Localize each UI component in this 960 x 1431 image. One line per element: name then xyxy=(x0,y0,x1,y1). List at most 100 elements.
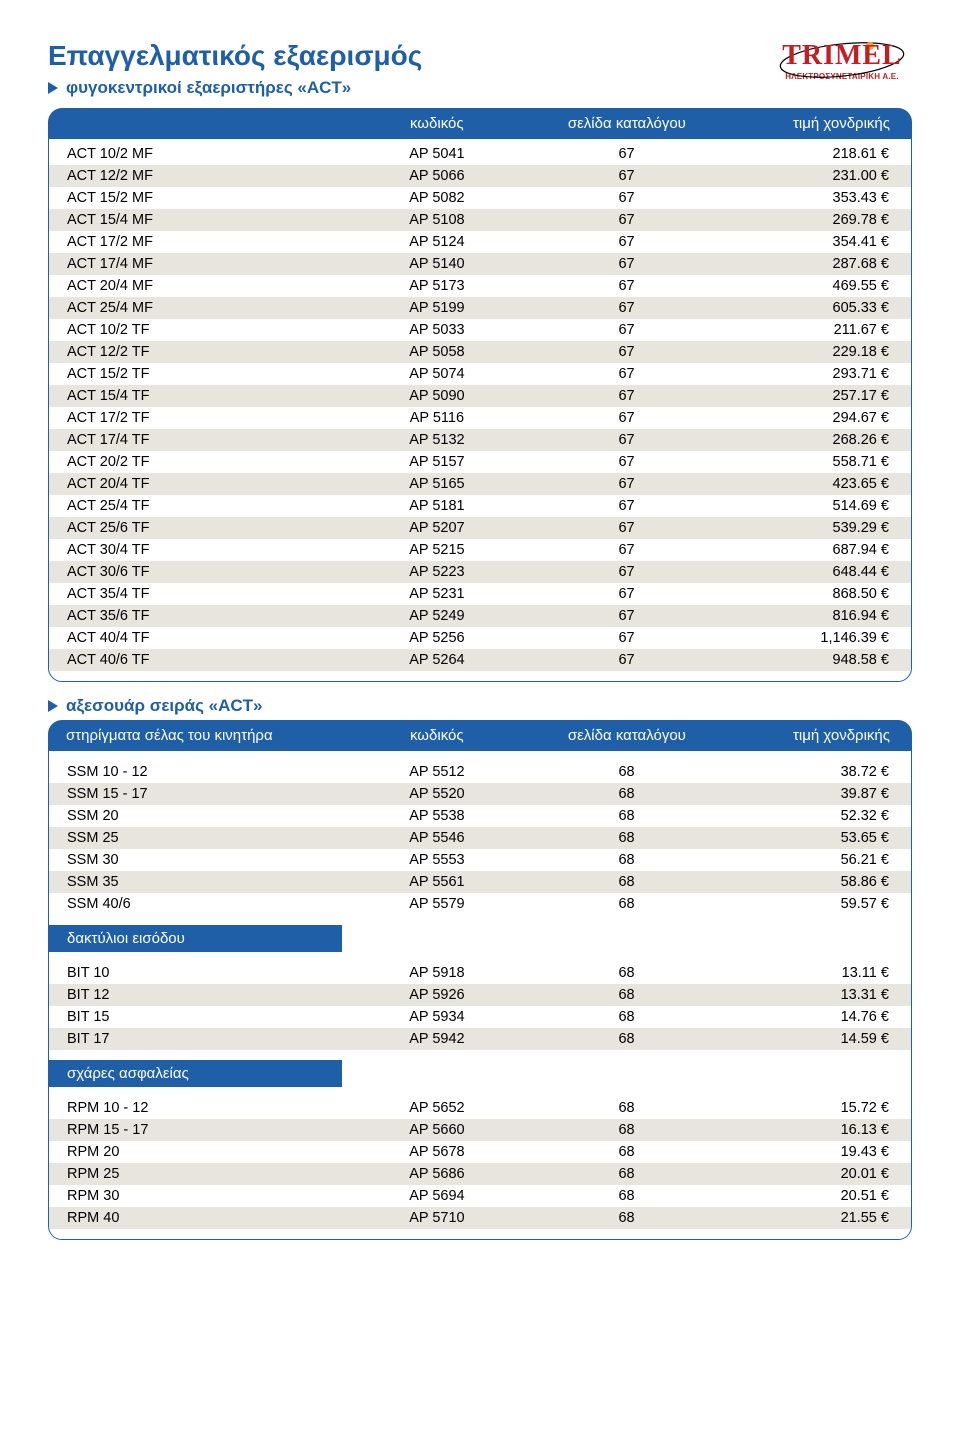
table-cell: RPM 20 xyxy=(49,1144,342,1160)
table-row: ACT 25/4 MFAP 519967605.33 € xyxy=(49,297,911,319)
table-cell: 68 xyxy=(532,808,722,824)
table-row: SSM 25AP 55466853.65 € xyxy=(49,827,911,849)
table-row: SSM 35AP 55616858.86 € xyxy=(49,871,911,893)
table-cell: BIT 15 xyxy=(49,1009,342,1025)
table-cell: 67 xyxy=(532,564,722,580)
acc-table: SSM 10 - 12AP 55126838.72 €SSM 15 - 17AP… xyxy=(48,750,912,1240)
table-cell: 67 xyxy=(532,498,722,514)
table-row: BIT 15AP 59346814.76 € xyxy=(49,1006,911,1028)
table-cell: 67 xyxy=(532,476,722,492)
table-cell: AP 5199 xyxy=(342,300,532,316)
title-block: Επαγγελματικός εξαερισμός φυγοκεντρικοί … xyxy=(48,40,772,102)
table-cell: 67 xyxy=(532,454,722,470)
subtitle-row-acc: αξεσουάρ σειράς «ACT» xyxy=(48,696,912,716)
table-cell: 67 xyxy=(532,388,722,404)
table-cell: 868.50 € xyxy=(721,586,911,602)
table-cell: AP 5033 xyxy=(342,322,532,338)
table-cell: 58.86 € xyxy=(721,874,911,890)
table-cell: SSM 25 xyxy=(49,830,342,846)
table-cell: AP 5660 xyxy=(342,1122,532,1138)
table-cell: 38.72 € xyxy=(721,764,911,780)
table-row: BIT 12AP 59266813.31 € xyxy=(49,984,911,1006)
main-table: ACT 10/2 MFAP 504167218.61 €ACT 12/2 MFA… xyxy=(48,138,912,682)
table-cell: 67 xyxy=(532,652,722,668)
table-row: ACT 30/4 TFAP 521567687.94 € xyxy=(49,539,911,561)
table-row: ACT 35/4 TFAP 523167868.50 € xyxy=(49,583,911,605)
col-header-page: σελίδα καταλόγου xyxy=(532,115,722,132)
table-cell: AP 5512 xyxy=(342,764,532,780)
table-cell: 469.55 € xyxy=(721,278,911,294)
table-cell: AP 5108 xyxy=(342,212,532,228)
table-row: ACT 35/6 TFAP 524967816.94 € xyxy=(49,605,911,627)
table-cell: ACT 35/4 TF xyxy=(49,586,342,602)
table-cell: AP 5934 xyxy=(342,1009,532,1025)
table-cell: 648.44 € xyxy=(721,564,911,580)
table-cell: ACT 40/4 TF xyxy=(49,630,342,646)
table-cell: ACT 17/2 MF xyxy=(49,234,342,250)
table-cell: 67 xyxy=(532,256,722,272)
table-cell: AP 5090 xyxy=(342,388,532,404)
table-cell: 19.43 € xyxy=(721,1144,911,1160)
table-cell: ACT 30/4 TF xyxy=(49,542,342,558)
table-cell: 605.33 € xyxy=(721,300,911,316)
table-row: SSM 20AP 55386852.32 € xyxy=(49,805,911,827)
table-cell: 20.01 € xyxy=(721,1166,911,1182)
table-cell: 67 xyxy=(532,190,722,206)
table-cell: 269.78 € xyxy=(721,212,911,228)
table-cell: 68 xyxy=(532,830,722,846)
table-cell: 423.65 € xyxy=(721,476,911,492)
table-cell: AP 5686 xyxy=(342,1166,532,1182)
table-cell: 67 xyxy=(532,344,722,360)
table-cell: 14.76 € xyxy=(721,1009,911,1025)
table-cell: ACT 17/4 TF xyxy=(49,432,342,448)
table-cell: AP 5207 xyxy=(342,520,532,536)
table-cell: ACT 20/4 TF xyxy=(49,476,342,492)
table-cell: AP 5249 xyxy=(342,608,532,624)
table-cell: AP 5066 xyxy=(342,168,532,184)
table-cell: AP 5579 xyxy=(342,896,532,912)
table-row: BIT 17AP 59426814.59 € xyxy=(49,1028,911,1050)
col-header: σελίδα καταλόγου xyxy=(532,727,722,744)
table-cell: AP 5561 xyxy=(342,874,532,890)
table-cell: 67 xyxy=(532,234,722,250)
table-row: RPM 15 - 17AP 56606816.13 € xyxy=(49,1119,911,1141)
table-cell: AP 5173 xyxy=(342,278,532,294)
table-row: ACT 20/2 TFAP 515767558.71 € xyxy=(49,451,911,473)
table-row: ACT 10/2 TFAP 503367211.67 € xyxy=(49,319,911,341)
table-row: ACT 20/4 MFAP 517367469.55 € xyxy=(49,275,911,297)
table-row: ACT 10/2 MFAP 504167218.61 € xyxy=(49,143,911,165)
table-row: SSM 30AP 55536856.21 € xyxy=(49,849,911,871)
col-header: στηρίγματα σέλας του κινητήρα xyxy=(48,727,342,744)
table-row: ACT 40/6 TFAP 526467948.58 € xyxy=(49,649,911,671)
table-cell: ACT 40/6 TF xyxy=(49,652,342,668)
table-cell: 67 xyxy=(532,630,722,646)
table-cell: 20.51 € xyxy=(721,1188,911,1204)
table-cell: 67 xyxy=(532,608,722,624)
subtitle-row: φυγοκεντρικοί εξαεριστήρες «ACT» xyxy=(48,78,772,98)
table-cell: AP 5231 xyxy=(342,586,532,602)
table-cell: 67 xyxy=(532,586,722,602)
table-cell: AP 5181 xyxy=(342,498,532,514)
table-cell: 53.65 € xyxy=(721,830,911,846)
page-title: Επαγγελματικός εξαερισμός xyxy=(48,40,772,72)
table-row: ACT 17/2 TFAP 511667294.67 € xyxy=(49,407,911,429)
table-cell: 67 xyxy=(532,410,722,426)
table-cell: BIT 10 xyxy=(49,965,342,981)
logo-text: TRIMEL xyxy=(772,40,912,72)
table-cell: AP 5678 xyxy=(342,1144,532,1160)
table-cell: BIT 17 xyxy=(49,1031,342,1047)
table-cell: AP 5082 xyxy=(342,190,532,206)
table-cell: 257.17 € xyxy=(721,388,911,404)
table-cell: AP 5918 xyxy=(342,965,532,981)
table-cell: 16.13 € xyxy=(721,1122,911,1138)
table-cell: AP 5652 xyxy=(342,1100,532,1116)
table-row: RPM 25AP 56866820.01 € xyxy=(49,1163,911,1185)
table-cell: 287.68 € xyxy=(721,256,911,272)
table-cell: 13.11 € xyxy=(721,965,911,981)
table-cell: 354.41 € xyxy=(721,234,911,250)
triangle-icon xyxy=(48,700,58,712)
table-cell: AP 5058 xyxy=(342,344,532,360)
table-cell: 231.00 € xyxy=(721,168,911,184)
table-row: SSM 40/6AP 55796859.57 € xyxy=(49,893,911,915)
table-cell: 211.67 € xyxy=(721,322,911,338)
